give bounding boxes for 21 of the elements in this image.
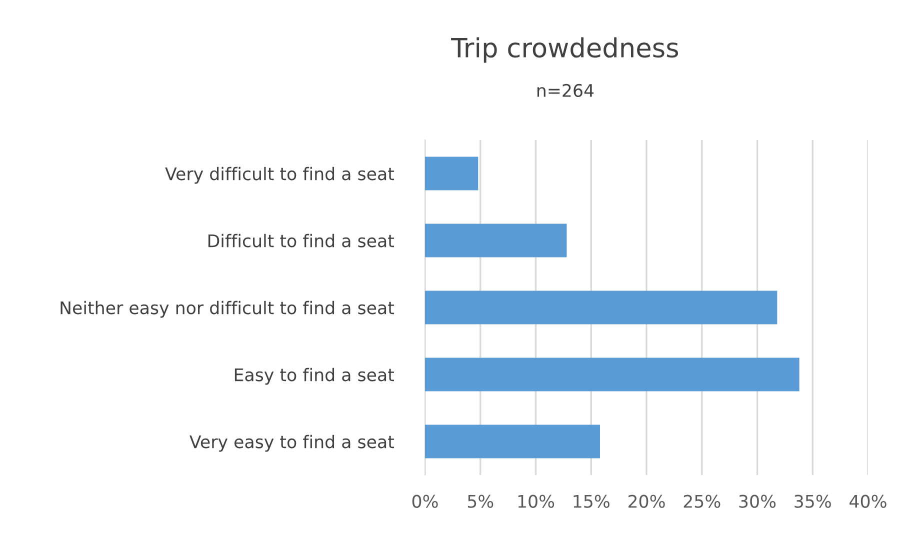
x-tick-label: 40% [850, 494, 886, 508]
bar [425, 290, 778, 324]
bar [425, 224, 567, 258]
y-tick-label: Difficult to find a seat [208, 234, 394, 248]
y-tick-label: Very difficult to find a seat [165, 166, 394, 184]
x-tick-label: 10% [518, 494, 554, 508]
x-tick-label: 0% [412, 494, 438, 508]
x-tick-label: 35% [794, 494, 831, 508]
y-tick-label: Easy to find a seat [234, 368, 394, 385]
bar [425, 424, 600, 458]
bar [425, 156, 478, 190]
x-tick-label: 30% [739, 494, 776, 508]
y-tick-label: Neither easy nor difficult to find a seat [60, 300, 394, 318]
bar [425, 358, 800, 392]
x-tick-label: 5% [468, 494, 494, 508]
chart-title: Trip crowdedness [451, 37, 678, 63]
x-tick-label: 15% [574, 494, 610, 508]
x-tick-label: 20% [628, 494, 665, 508]
chart-subtitle: n=264 [537, 84, 594, 98]
y-tick-label: Very easy to find a seat [190, 434, 394, 452]
x-tick-label: 25% [684, 494, 720, 508]
